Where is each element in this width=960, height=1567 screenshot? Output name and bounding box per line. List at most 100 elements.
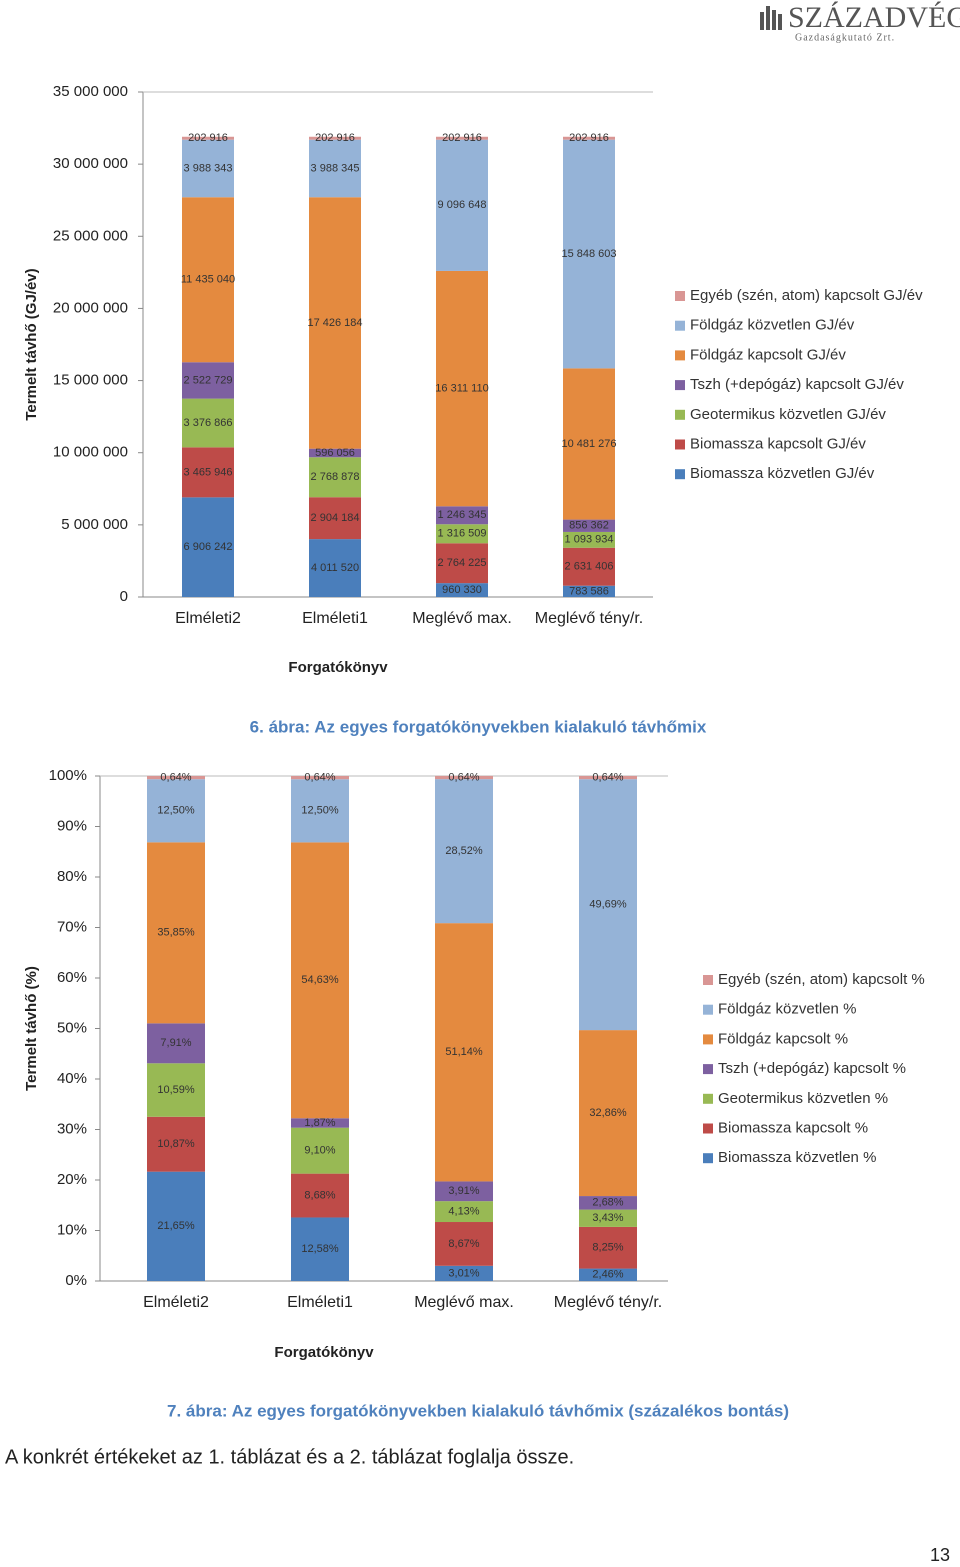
x-tick-label: Meglévő tény/r.: [553, 1294, 663, 1311]
y-tick-label: 20%: [57, 1171, 87, 1188]
bar-segment: [563, 585, 615, 597]
bar-segment: [147, 1116, 205, 1172]
value-label: 2 631 406: [565, 561, 614, 573]
value-label: 35,85%: [157, 927, 195, 939]
bar-segment: [579, 779, 637, 1031]
y-tick-label: 40%: [57, 1070, 87, 1087]
value-label: 2,46%: [592, 1269, 623, 1281]
value-label: 0,64%: [304, 772, 335, 784]
legend-label: Tszh (+depógáz) kapcsolt GJ/év: [690, 376, 904, 393]
bar-segment: [579, 775, 637, 780]
value-label: 1 093 934: [565, 534, 614, 546]
x-tick-label-box: Elméleti2: [143, 1294, 209, 1311]
logo-bar: [760, 12, 764, 30]
caption: 7. ábra: Az egyes forgatókönyvekben kial…: [167, 1401, 789, 1420]
legend-label: Biomassza kapcsolt GJ/év: [690, 435, 866, 452]
value-label: 51,14%: [445, 1046, 483, 1058]
legend-swatch: [675, 291, 685, 301]
y-tick-label: 30 000 000: [53, 155, 128, 172]
value-label: 3 988 345: [311, 162, 360, 174]
bar-segment: [563, 139, 615, 369]
x-tick-label: Elméleti1: [287, 1294, 353, 1311]
value-label: 28,52%: [445, 845, 483, 857]
value-label: 2 904 184: [311, 512, 360, 524]
value-label: 1,87%: [304, 1117, 335, 1129]
legend-swatch: [703, 1064, 713, 1075]
x-tick-label-box: Meglévő max.: [412, 610, 512, 627]
x-tick-label-box: Meglévő tény/r.: [534, 610, 644, 627]
bar-segment: [291, 779, 349, 843]
bar-segment: [579, 1226, 637, 1269]
bar-segment: [309, 539, 361, 597]
value-label: 2 764 225: [438, 557, 487, 569]
bar-segment: [436, 270, 488, 507]
value-label: 3 376 866: [184, 417, 233, 429]
x-tick-label: Meglévő max.: [414, 1294, 514, 1311]
x-tick-label-box: Meglévő max.: [414, 1294, 514, 1311]
bar-segment: [436, 583, 488, 597]
value-label: 3,43%: [592, 1212, 623, 1224]
x-axis-title: Forgatókönyv: [288, 659, 388, 676]
value-label: 6 906 242: [184, 541, 233, 553]
value-label: 9,10%: [304, 1145, 335, 1157]
x-tick-label: Meglévő tény/r.: [534, 610, 644, 627]
value-label: 2,68%: [592, 1197, 623, 1209]
logo-name: SZÁZADVÉG: [788, 1, 960, 34]
bar-segment: [579, 1268, 637, 1281]
bar-segment: [147, 842, 205, 1024]
value-label: 3 465 946: [184, 466, 233, 478]
legend-label: Geotermikus közvetlen %: [718, 1090, 888, 1107]
value-label: 202 916: [315, 132, 355, 144]
value-label: 2 522 729: [184, 374, 233, 386]
value-label: 7,91%: [160, 1037, 191, 1049]
bar-segment: [147, 779, 205, 843]
bar-segment: [563, 531, 615, 548]
bar-segment: [182, 398, 234, 448]
value-label: 15 848 603: [561, 248, 616, 260]
bar-segment: [182, 447, 234, 498]
logo-bar: [766, 6, 770, 30]
y-tick-label: 0%: [65, 1272, 87, 1289]
value-label: 596 056: [315, 447, 355, 459]
value-label: 10,87%: [157, 1138, 195, 1150]
bar-segment: [182, 497, 234, 597]
value-label: 8,68%: [304, 1189, 335, 1201]
x-tick-label: Elméleti2: [143, 1294, 209, 1311]
bar-segment: [435, 1201, 493, 1223]
bar-segment: [436, 524, 488, 544]
y-axis-title: Termelt távhő (%): [23, 966, 40, 1091]
legend-swatch: [675, 469, 685, 480]
x-tick-label: Elméleti1: [302, 610, 368, 627]
y-axis-title: Termelt távhő (GJ/év): [23, 268, 40, 420]
legend-label: Geotermikus közvetlen GJ/év: [690, 406, 886, 423]
value-label: 9 096 648: [438, 199, 487, 211]
legend-swatch: [703, 1034, 713, 1045]
bar-segment: [563, 368, 615, 520]
y-tick-label: 15 000 000: [53, 372, 128, 389]
value-label: 10,59%: [157, 1084, 195, 1096]
value-label: 202 916: [442, 132, 482, 144]
y-tick-label: 5 000 000: [61, 516, 128, 533]
legend-label: Biomassza közvetlen GJ/év: [690, 465, 875, 482]
value-label: 4 011 520: [311, 562, 359, 574]
bar-segment: [147, 1171, 205, 1281]
bar-segment: [579, 1209, 637, 1227]
legend-swatch: [675, 320, 685, 331]
value-label: 3 988 343: [184, 162, 233, 174]
legend-label: Tszh (+depógáz) kapcsolt %: [718, 1060, 906, 1077]
legend-swatch: [675, 380, 685, 391]
value-label: 11 435 040: [181, 274, 235, 286]
bar-segment: [291, 1118, 349, 1128]
legend-label: Földgáz közvetlen GJ/év: [690, 317, 855, 334]
value-label: 8,25%: [592, 1242, 623, 1254]
legend-label: Földgáz kapcsolt GJ/év: [690, 346, 846, 363]
legend-swatch: [675, 409, 685, 420]
y-tick-label: 60%: [57, 969, 87, 986]
value-label: 0,64%: [160, 771, 191, 783]
bar-segment: [435, 775, 493, 780]
x-tick-label-box: Meglévő tény/r.: [553, 1294, 663, 1311]
bar-segment: [147, 775, 205, 780]
value-label: 0,64%: [592, 771, 623, 783]
bar-segment: [147, 1063, 205, 1117]
